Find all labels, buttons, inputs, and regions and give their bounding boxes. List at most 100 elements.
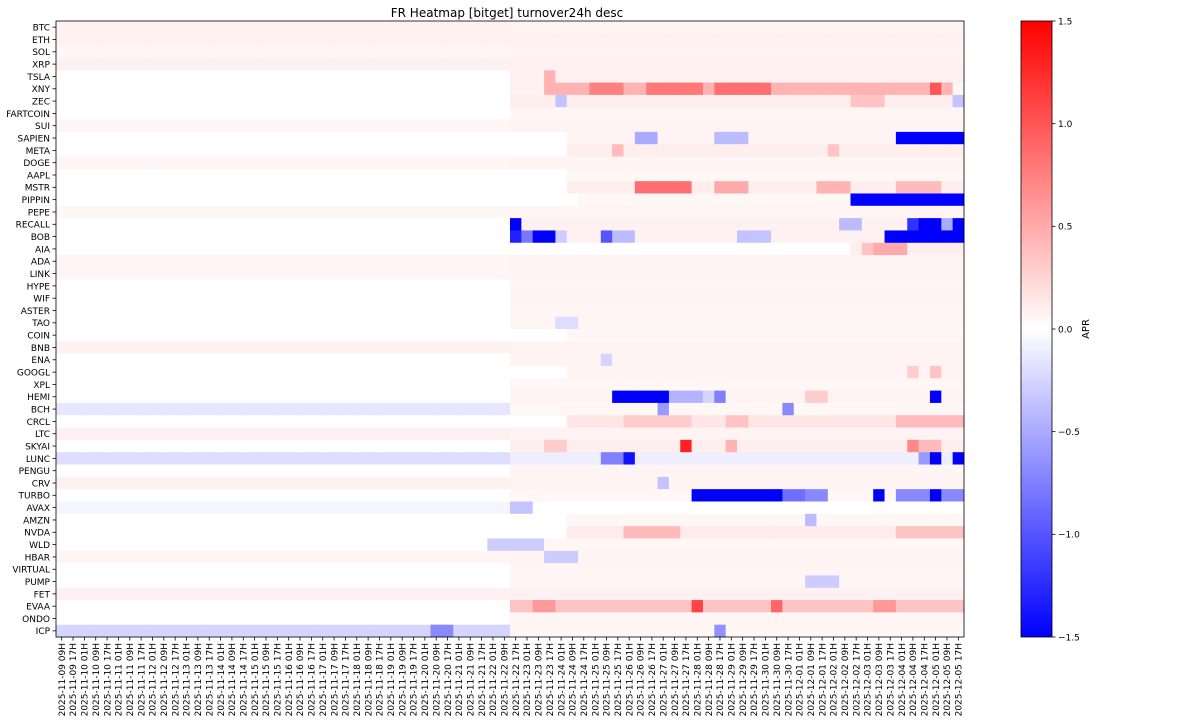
heatmap-cell: [737, 427, 749, 441]
heatmap-cell: [192, 575, 204, 589]
heatmap-cell: [850, 378, 863, 391]
heatmap-cell: [146, 538, 159, 552]
heatmap-cell: [544, 563, 556, 576]
heatmap-cell: [339, 365, 352, 379]
heatmap-cell: [771, 341, 783, 355]
heatmap-cell: [78, 415, 91, 428]
heatmap-cell: [317, 94, 329, 108]
heatmap-cell: [248, 70, 261, 83]
heatmap-cell: [248, 402, 261, 416]
heatmap-cell: [396, 378, 409, 391]
heatmap-cell: [907, 600, 919, 613]
heatmap-cell: [646, 181, 658, 194]
heatmap-cell: [351, 82, 363, 96]
heatmap-cell: [180, 513, 193, 527]
heatmap-cell: [203, 427, 216, 441]
heatmap-cell: [67, 476, 80, 490]
heatmap-cell: [453, 292, 465, 305]
heatmap-cell: [702, 624, 715, 638]
heatmap-cell: [929, 21, 942, 34]
heatmap-cell: [748, 82, 761, 96]
x-tick-label: 2025-11-09 09H: [58, 643, 68, 716]
y-tick-label: WLD: [29, 541, 50, 551]
heatmap-cell: [589, 205, 602, 219]
heatmap-cell: [67, 168, 80, 182]
heatmap-cell: [124, 94, 136, 108]
y-tick-label: NVDA: [24, 529, 51, 539]
heatmap-cell: [373, 181, 386, 194]
heatmap-cell: [521, 255, 534, 268]
heatmap-cell: [453, 82, 465, 96]
heatmap-cell: [907, 33, 919, 47]
heatmap-cell: [385, 353, 397, 367]
heatmap-cell: [351, 526, 363, 539]
heatmap-cell: [668, 550, 681, 564]
heatmap-cell: [725, 489, 738, 502]
heatmap-cell: [101, 45, 114, 59]
heatmap-cell: [453, 600, 465, 613]
heatmap-cell: [396, 402, 409, 416]
heatmap-cell: [498, 193, 511, 207]
heatmap-cell: [555, 218, 568, 231]
heatmap-cell: [668, 464, 681, 478]
heatmap-cell: [850, 45, 863, 59]
heatmap-cell: [339, 255, 352, 268]
heatmap-cell: [339, 168, 352, 182]
heatmap-cell: [737, 415, 749, 428]
heatmap-cell: [691, 452, 704, 465]
heatmap-cell: [214, 415, 227, 428]
heatmap-cell: [56, 526, 68, 539]
heatmap-cell: [884, 538, 897, 552]
heatmap-cell: [339, 526, 352, 539]
heatmap-cell: [850, 242, 863, 256]
heatmap-cell: [918, 267, 931, 281]
heatmap-cell: [759, 402, 772, 416]
heatmap-cell: [498, 119, 511, 133]
heatmap-cell: [214, 107, 227, 120]
heatmap-cell: [203, 538, 216, 552]
heatmap-cell: [328, 21, 341, 34]
heatmap-cell: [271, 119, 284, 133]
heatmap-cell: [929, 415, 942, 428]
heatmap-cell: [385, 476, 397, 490]
heatmap-cell: [441, 205, 454, 219]
heatmap-cell: [510, 304, 522, 318]
heatmap-cell: [634, 242, 647, 256]
heatmap-cell: [271, 181, 284, 194]
heatmap-cell: [555, 57, 568, 71]
heatmap-cell: [78, 267, 91, 281]
heatmap-cell: [816, 255, 829, 268]
heatmap-cell: [566, 131, 579, 145]
heatmap-cell: [214, 624, 227, 638]
heatmap-cell: [623, 82, 636, 96]
heatmap-cell: [725, 452, 738, 465]
heatmap-cell: [612, 242, 624, 256]
heatmap-cell: [510, 205, 522, 219]
heatmap-cell: [623, 33, 636, 47]
heatmap-cell: [623, 439, 636, 453]
heatmap-cell: [589, 489, 602, 502]
heatmap-cell: [430, 526, 443, 539]
heatmap-cell: [521, 526, 534, 539]
heatmap-cell: [589, 538, 602, 552]
heatmap-cell: [112, 526, 125, 539]
heatmap-cell: [498, 563, 511, 576]
heatmap-cell: [78, 464, 91, 478]
heatmap-cell: [816, 279, 829, 293]
heatmap-cell: [805, 45, 817, 59]
heatmap-cell: [532, 329, 545, 342]
heatmap-cell: [283, 267, 295, 281]
heatmap-cell: [214, 575, 227, 589]
heatmap-cell: [918, 600, 931, 613]
heatmap-cell: [646, 242, 658, 256]
heatmap-cell: [226, 402, 238, 416]
heatmap-cell: [714, 70, 727, 83]
heatmap-cell: [56, 131, 68, 145]
heatmap-cell: [634, 415, 647, 428]
heatmap-cell: [67, 144, 80, 157]
heatmap-cell: [498, 612, 511, 626]
heatmap-cell: [67, 107, 80, 120]
heatmap-cell: [328, 489, 341, 502]
heatmap-cell: [112, 230, 125, 244]
heatmap-cell: [748, 390, 761, 404]
